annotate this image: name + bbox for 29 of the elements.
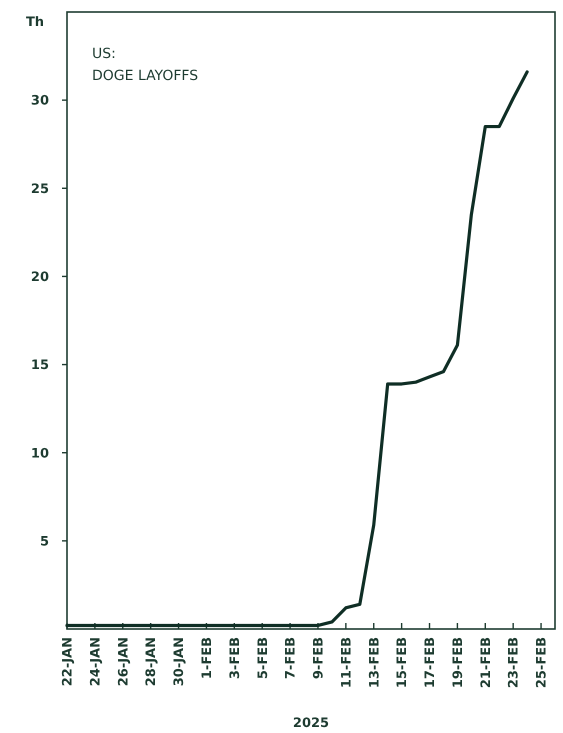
x-tick-label: 13-FEB xyxy=(367,637,382,688)
x-tick-label: 26-JAN xyxy=(116,637,132,686)
x-tick-label: 30-JAN xyxy=(172,637,188,686)
x-tick-label: 28-JAN xyxy=(144,637,160,686)
y-tick-label: 10 xyxy=(30,446,49,462)
x-tick-label: 1-FEB xyxy=(200,637,215,680)
x-tick-label: 7-FEB xyxy=(284,637,299,680)
text: DOGE LAYOFFS xyxy=(92,68,198,84)
x-tick-label: 21-FEB xyxy=(478,637,494,688)
x-tick-label: 24-JAN xyxy=(88,637,104,686)
y-tick-label: 5 xyxy=(40,534,49,550)
x-tick-label: 25-FEB xyxy=(534,637,550,688)
x-tick-label: 23-FEB xyxy=(506,637,522,688)
x-tick-label: 22-JAN xyxy=(60,637,76,686)
x-tick-label: 5-FEB xyxy=(256,637,271,680)
y-tick-label: 15 xyxy=(30,358,49,374)
x-tick-label: 3-FEB xyxy=(228,637,243,680)
y-axis-title: Th xyxy=(26,15,44,30)
line-series xyxy=(65,70,529,628)
y-tick-label: 20 xyxy=(30,270,49,285)
x-tick-label: 9-FEB xyxy=(312,637,327,680)
x-tick-label: 15-FEB xyxy=(395,637,410,688)
text: US: xyxy=(92,46,116,62)
x-axis-title: 2025 xyxy=(292,716,330,731)
x-tick-label: 11-FEB xyxy=(339,637,354,688)
x-tick-label: 17-FEB xyxy=(423,637,438,688)
x-tick-label: 19-FEB xyxy=(450,637,466,688)
y-tick-label: 25 xyxy=(30,182,49,197)
y-tick-label: 30 xyxy=(30,94,49,109)
